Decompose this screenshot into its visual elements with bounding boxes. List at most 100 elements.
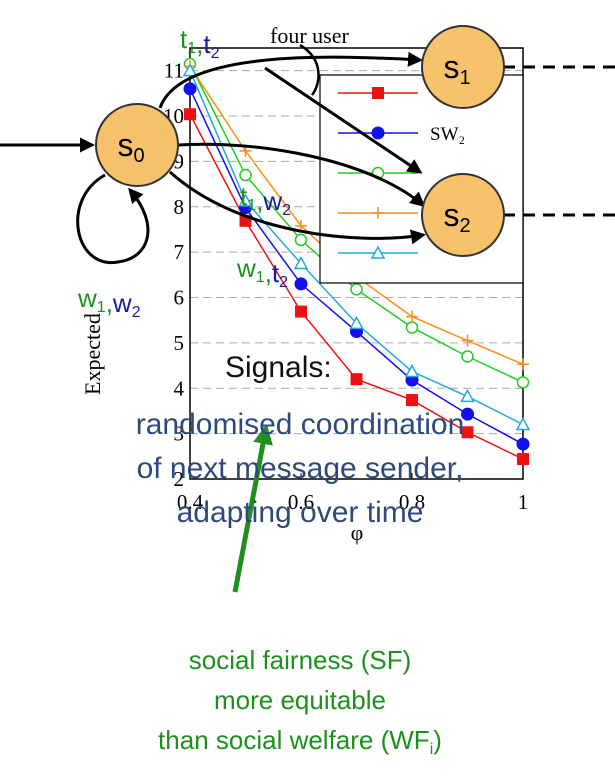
legend-label: SW₂ — [430, 124, 465, 145]
x-tick-label: 0.6 — [288, 490, 314, 514]
note-line: social fairness (SF) — [189, 645, 412, 675]
edge-label-sub: 2 — [132, 304, 141, 321]
marker — [350, 373, 363, 386]
marker — [372, 207, 384, 219]
edge-label-sub: 1 — [187, 40, 196, 57]
note-text: more equitable — [214, 685, 386, 715]
marker — [406, 310, 418, 323]
state-sub: 2 — [459, 215, 470, 237]
marker — [350, 283, 363, 296]
edge-label-part: t — [203, 29, 211, 59]
edge-label-sub: 2 — [282, 202, 291, 219]
edge — [158, 51, 423, 109]
marker — [517, 453, 529, 466]
marker — [293, 255, 309, 270]
edge-label-part: , — [265, 258, 272, 288]
marker — [372, 87, 384, 99]
state-label: s2 — [443, 197, 470, 237]
edge-label-sub: 1 — [97, 299, 106, 316]
marker — [515, 416, 531, 431]
signals-heading: Signals: — [225, 351, 332, 384]
edge-label: w1,t2 — [236, 253, 288, 291]
marker — [516, 376, 530, 389]
edge — [264, 66, 423, 174]
state-sub: 0 — [133, 145, 144, 167]
edge-label: t1,w2 — [240, 181, 291, 219]
y-tick-label: 4 — [174, 376, 185, 400]
y-tick-label: 8 — [174, 195, 185, 219]
state-label: s0 — [117, 127, 144, 167]
edge-label-part: t — [180, 24, 188, 54]
edge-label-part: w — [112, 288, 132, 318]
marker — [238, 193, 253, 207]
y-axis-label: Expected — [80, 313, 105, 395]
x-tick-label: 1 — [518, 490, 529, 514]
edge-label-sub: 1 — [247, 197, 256, 214]
x-tick-label: 0.8 — [399, 490, 425, 514]
marker — [294, 233, 308, 247]
y-tick-label: 9 — [174, 149, 185, 173]
edge-label: t1,t2 — [180, 24, 220, 62]
edge-label-part: w — [236, 253, 256, 283]
marker — [184, 108, 196, 121]
state-name: s — [117, 127, 133, 163]
self-loop — [76, 173, 150, 265]
edge-label-sub: 1 — [256, 269, 265, 286]
marker — [516, 437, 530, 451]
signals-line: randomised coordination — [136, 408, 465, 441]
marker — [460, 388, 475, 403]
y-tick-label: 2 — [174, 467, 185, 491]
edge-label-part: , — [256, 186, 263, 216]
edge — [299, 43, 320, 96]
edge-label-part: w — [262, 186, 282, 216]
note-text: social fairness (SF) — [189, 645, 412, 675]
state-sub: 1 — [459, 67, 470, 89]
edge — [177, 142, 426, 207]
y-tick-label: 7 — [174, 240, 185, 264]
marker — [295, 305, 307, 318]
edge-label-part: t — [240, 181, 248, 211]
note-line: more equitable — [214, 685, 386, 715]
y-tick-label: 3 — [174, 422, 185, 446]
state-node — [95, 103, 179, 187]
note-line: than social welfare (WFi) — [158, 725, 442, 758]
y-tick-label: 11 — [164, 59, 184, 83]
state-label: s1 — [443, 49, 470, 89]
marker — [370, 245, 386, 259]
edge — [168, 170, 426, 245]
marker — [405, 321, 419, 334]
edge-label-part: , — [196, 29, 203, 59]
marker — [349, 315, 364, 330]
edge-label-sub: 2 — [279, 274, 288, 291]
state-name: s — [443, 197, 459, 233]
legend — [319, 74, 524, 284]
x-axis-label: φ — [351, 520, 364, 545]
marker — [182, 63, 198, 77]
marker — [294, 277, 308, 291]
marker — [517, 358, 529, 371]
marker — [461, 407, 474, 421]
marker — [404, 363, 420, 378]
note-text: than social welfare (WF — [158, 725, 430, 755]
edge-label-part: w — [77, 283, 97, 313]
edge-label-sub: 2 — [211, 45, 220, 62]
state-node — [421, 25, 505, 109]
x-tick-label: 0.4 — [177, 490, 204, 514]
state-name: s — [443, 49, 459, 85]
note-sub: i — [430, 741, 434, 758]
marker — [371, 126, 385, 140]
note-arrow — [232, 424, 273, 593]
marker — [461, 350, 474, 363]
y-tick-label: 6 — [174, 286, 185, 310]
marker — [183, 82, 197, 96]
edge-label-part: t — [272, 258, 280, 288]
note-end: ) — [433, 725, 442, 755]
marker — [239, 168, 252, 182]
marker — [406, 394, 418, 407]
chart-title: four user — [270, 23, 349, 48]
signals-line: adapting over time — [177, 496, 424, 529]
edge-label: w1,w2 — [77, 283, 141, 321]
